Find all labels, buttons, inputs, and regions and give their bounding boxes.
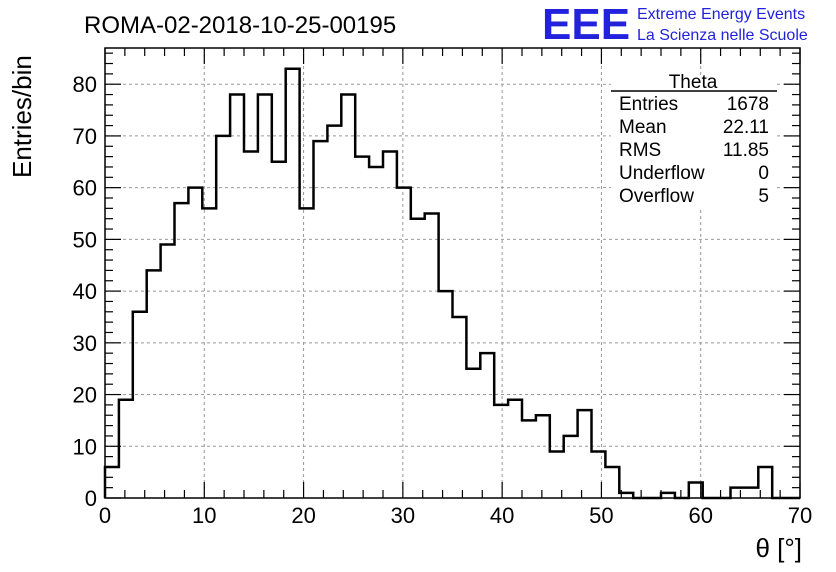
axis-ticks (104, 48, 801, 499)
stats-row-value: 11.85 (723, 140, 769, 161)
histogram-bin (758, 467, 772, 498)
histogram-bin (494, 405, 508, 498)
histogram-bin (550, 451, 564, 498)
y-tick-label: 50 (73, 227, 97, 252)
x-tick-labels: 0 10 20 30 40 50 60 70 (99, 503, 812, 528)
eee-logo-line2: La Scienza nelle Scuole (637, 27, 808, 44)
stats-row-value: 1678 (727, 94, 769, 115)
histogram-bin (161, 245, 175, 498)
histogram-bin (480, 353, 494, 498)
histogram-bin (439, 291, 453, 498)
stats-row-label: Mean (619, 117, 667, 138)
stats-row-value: 22.11 (723, 117, 769, 138)
histogram-bin (202, 208, 216, 498)
histogram-bin (619, 493, 633, 498)
histogram-bin (258, 95, 272, 498)
histogram-bin (147, 270, 161, 498)
y-tick-label: 80 (73, 72, 97, 97)
y-tick-label: 70 (73, 124, 97, 149)
stats-box-title: Theta (669, 72, 718, 93)
x-tick-label: 0 (99, 503, 111, 528)
histogram-bin (216, 136, 230, 498)
histogram-bin (411, 219, 425, 498)
histogram-bin (300, 208, 314, 498)
eee-logo-mark: EEE (542, 0, 630, 49)
histogram-bin (508, 400, 522, 498)
histogram-bin (119, 400, 133, 498)
y-tick-label: 10 (73, 434, 97, 459)
y-tick-label: 40 (73, 279, 97, 304)
y-axis-title: Entries/bin (7, 55, 37, 178)
histogram-bin (731, 488, 745, 498)
histogram-bin (327, 126, 341, 498)
histogram-bin (175, 203, 189, 498)
stats-row-label: RMS (619, 140, 661, 161)
histogram-bin (397, 188, 411, 498)
histogram-bin (341, 95, 355, 498)
eee-logo: EEE Extreme Energy Events La Scienza nel… (542, 0, 808, 49)
histogram-bin (466, 369, 480, 498)
stats-row-label: Entries (619, 94, 678, 115)
x-tick-label: 20 (291, 503, 315, 528)
histogram-bin (605, 467, 619, 498)
stats-box-background (611, 76, 777, 208)
histogram-bin (536, 415, 550, 498)
histogram-bin (564, 436, 578, 498)
y-tick-labels: 0 10 20 30 40 50 60 70 80 (73, 72, 97, 511)
x-tick-label: 50 (589, 503, 613, 528)
histogram-bin (133, 312, 147, 498)
stats-row-value: 0 (758, 163, 769, 184)
histogram-bin (592, 451, 606, 498)
histogram-bin (383, 151, 397, 498)
y-tick-label: 30 (73, 331, 97, 356)
plot-frame (104, 47, 801, 499)
histogram-bin (369, 167, 383, 498)
x-tick-label: 70 (788, 503, 812, 528)
histogram-bin (744, 488, 758, 498)
stats-rows: Entries 1678 Mean 22.11 RMS 11.85 Underflow 0 Ov… (619, 94, 769, 207)
histogram-bin (689, 482, 703, 498)
stats-box: Theta Entries 1678 Mean 22.11 RMS 11.85 Underf… (611, 72, 777, 208)
histogram-bin (578, 410, 592, 498)
stats-row-label: Underflow (619, 163, 705, 184)
x-tick-label: 60 (688, 503, 712, 528)
y-tick-label: 0 (85, 486, 97, 511)
x-tick-label: 30 (391, 503, 415, 528)
x-axis-title: θ [°] (755, 533, 802, 563)
histogram-bin (425, 214, 439, 498)
histogram-bin (661, 493, 675, 498)
histogram-bin (244, 151, 258, 498)
chart-title: ROMA-02-2018-10-25-00195 (84, 12, 396, 39)
eee-logo-line1: Extreme Energy Events (637, 6, 805, 23)
x-tick-label: 40 (490, 503, 514, 528)
histogram-bin (355, 157, 369, 498)
histogram-bin (230, 95, 244, 498)
y-tick-label: 20 (73, 383, 97, 408)
histogram-bin (272, 162, 286, 498)
histogram-bin (314, 141, 328, 498)
stats-row-value: 5 (758, 186, 769, 207)
histogram-bin (522, 420, 536, 498)
histogram-bin (286, 69, 300, 498)
histogram-bin (453, 317, 467, 498)
histogram-bin (188, 188, 202, 498)
stats-row-label: Overflow (619, 186, 694, 207)
y-tick-label: 60 (73, 176, 97, 201)
x-tick-label: 10 (192, 503, 216, 528)
histogram-bin (105, 467, 119, 498)
